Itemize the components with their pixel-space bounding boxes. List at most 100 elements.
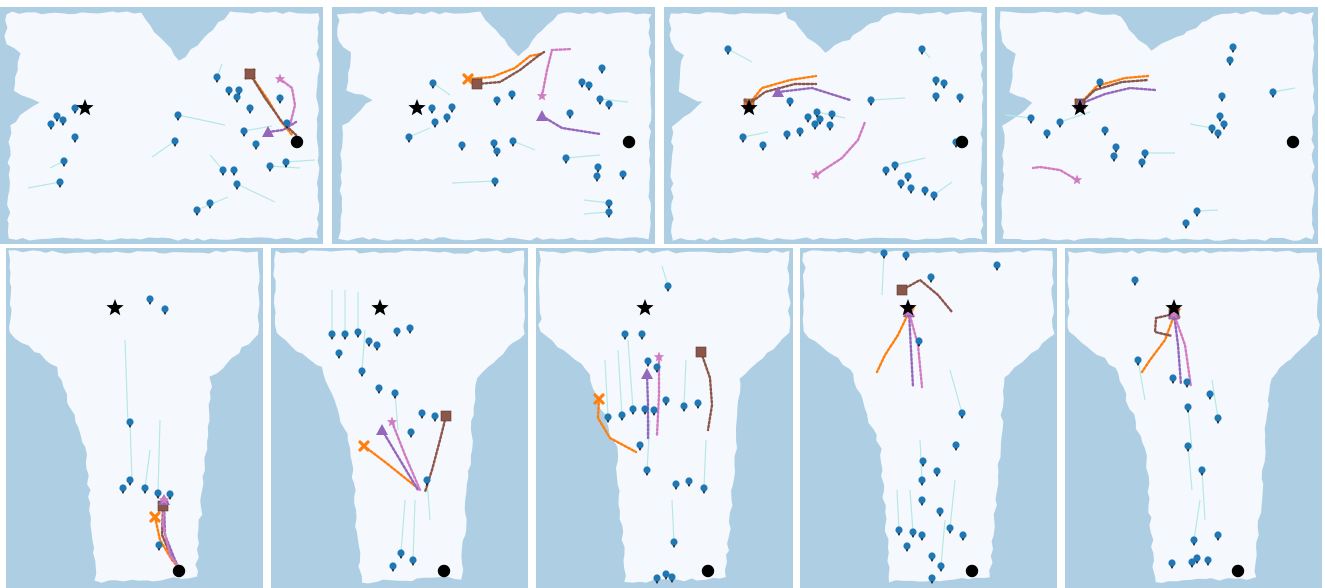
- agent-body: [618, 411, 626, 419]
- agent-marker: [638, 330, 646, 340]
- agent-trail: [129, 421, 133, 481]
- marker-path-pink: [1031, 165, 1079, 182]
- agent-body: [493, 96, 501, 104]
- agent-marker: [904, 172, 912, 182]
- agent-body: [594, 163, 602, 171]
- agent-trail: [727, 48, 753, 63]
- agent-body: [230, 166, 238, 174]
- agent-marker: [235, 86, 243, 96]
- agent-body: [927, 273, 935, 281]
- agent-body: [141, 484, 149, 492]
- agent-body: [605, 100, 613, 108]
- agent-marker: [1204, 556, 1212, 566]
- marker-path-purple: [1078, 86, 1157, 106]
- agent-marker: [493, 96, 501, 106]
- agent-body: [940, 79, 948, 87]
- agent-body: [1220, 120, 1228, 128]
- agent-marker: [1101, 126, 1109, 136]
- goal-marker: [965, 564, 979, 578]
- agent-marker: [946, 524, 954, 534]
- agent-trail: [451, 180, 496, 184]
- agent-marker: [643, 466, 651, 476]
- square-marker: [471, 78, 483, 90]
- agent-body: [937, 562, 945, 570]
- agent-marker: [508, 90, 516, 100]
- agent-marker: [867, 96, 875, 106]
- marker-path-orange: [747, 74, 818, 106]
- agent-marker: [882, 166, 890, 176]
- agent-marker: [354, 328, 362, 338]
- marker-path-purple: [540, 114, 602, 136]
- agent-body: [508, 90, 516, 98]
- agent-body: [341, 330, 349, 338]
- marker-path-brown: [1153, 312, 1176, 338]
- agent-body: [1226, 56, 1234, 64]
- agent-body: [685, 477, 693, 485]
- agent-body: [1193, 207, 1201, 215]
- agent-body: [1027, 114, 1035, 122]
- agent-body: [1190, 536, 1198, 544]
- agent-marker: [126, 476, 134, 486]
- agent-trail: [909, 489, 914, 533]
- agent-body: [700, 484, 708, 492]
- agent-marker: [993, 261, 1001, 271]
- pink-star-marker: [810, 169, 822, 180]
- agent-marker: [813, 108, 821, 118]
- agent-body: [283, 119, 291, 127]
- agent-marker: [56, 178, 64, 188]
- agent-marker: [811, 120, 819, 130]
- agent-body: [1134, 356, 1142, 364]
- agent-body: [458, 141, 466, 149]
- agent-marker: [219, 166, 227, 176]
- agent-trail: [940, 519, 946, 567]
- agent-body: [1184, 442, 1192, 450]
- agent-trail: [881, 252, 885, 296]
- agent-body: [282, 158, 290, 166]
- agent-body: [662, 396, 670, 404]
- agent-body: [1101, 126, 1109, 134]
- start-star-marker: [899, 299, 917, 316]
- agent-body: [909, 528, 917, 536]
- agent-marker: [358, 367, 366, 377]
- agent-marker: [493, 147, 501, 157]
- agent-marker: [1141, 149, 1149, 159]
- agent-marker: [593, 172, 601, 182]
- agent-marker: [206, 199, 214, 209]
- agent-body: [154, 489, 162, 497]
- agent-marker: [915, 337, 923, 347]
- agent-marker: [406, 324, 414, 334]
- agent-body: [578, 78, 586, 86]
- agent-trail: [565, 154, 601, 159]
- start-star-marker: [371, 299, 389, 316]
- agent-body: [918, 496, 926, 504]
- ice-floe: [999, 11, 1315, 241]
- agent-marker: [940, 79, 948, 89]
- agent-marker: [959, 531, 967, 541]
- agent-marker: [1188, 558, 1196, 568]
- map-svg: [6, 248, 263, 588]
- agent-body: [448, 103, 456, 111]
- agent-body: [1204, 556, 1212, 564]
- agent-marker: [1110, 152, 1118, 162]
- agent-marker: [193, 206, 201, 216]
- agent-body: [786, 97, 794, 105]
- agent-marker: [956, 93, 964, 103]
- triangle-marker: [376, 424, 388, 435]
- agent-marker: [213, 73, 221, 83]
- agent-body: [605, 199, 613, 207]
- agent-marker: [700, 484, 708, 494]
- agent-body: [952, 441, 960, 449]
- agent-body: [276, 94, 284, 102]
- agent-body: [1193, 554, 1201, 562]
- agent-marker: [909, 528, 917, 538]
- marker-path-purple: [380, 428, 420, 492]
- agent-body: [358, 367, 366, 375]
- agent-marker: [918, 531, 926, 541]
- agent-trail: [512, 140, 536, 151]
- agent-body: [650, 406, 658, 414]
- agent-marker: [562, 154, 570, 164]
- agent-body: [491, 177, 499, 185]
- agent-marker: [1169, 374, 1177, 384]
- agent-marker: [174, 111, 182, 121]
- agent-body: [897, 179, 905, 187]
